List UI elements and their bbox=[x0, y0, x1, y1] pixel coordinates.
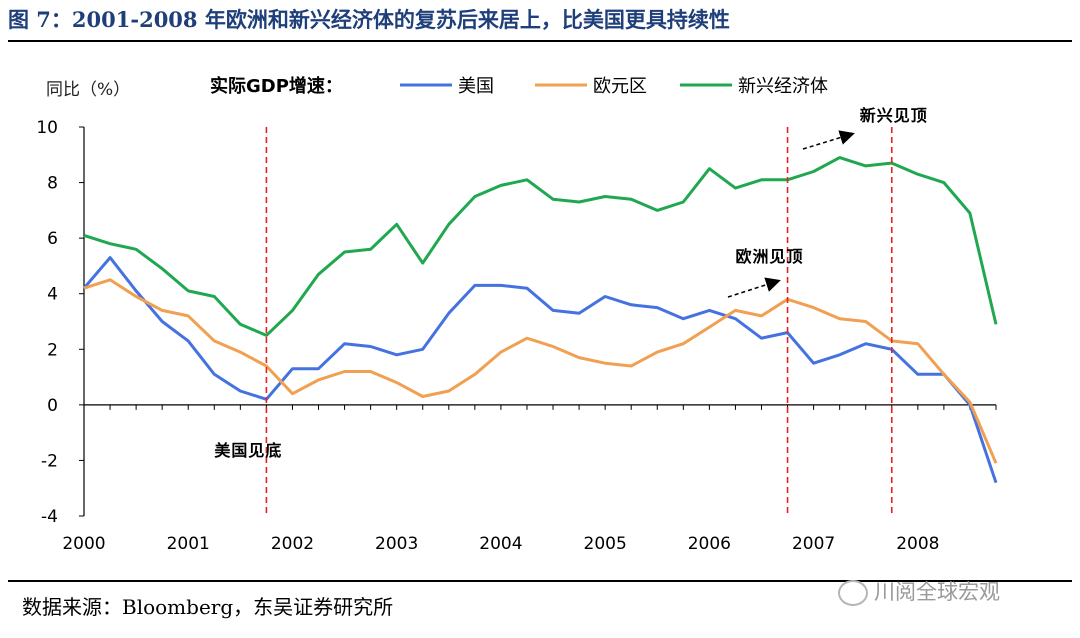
reference-label: 新兴见顶 bbox=[860, 106, 928, 125]
series-line-euro bbox=[83, 278, 998, 464]
axes: -4 -2 0 2 4 6 8 10 2000 2001 2002 2003 2004 2005 2006 2… bbox=[36, 80, 997, 554]
gdp-growth-chart: -4 -2 0 2 4 6 8 10 2000 2001 2002 2003 2004 2005 2006 2… bbox=[36, 75, 998, 554]
y-tick-label: 2 bbox=[47, 340, 58, 360]
legend-label-us: 美国 bbox=[458, 76, 494, 97]
legend-title: 实际GDP增速： bbox=[210, 75, 343, 97]
y-tick-label: 8 bbox=[47, 174, 58, 194]
wechat-icon bbox=[838, 580, 868, 606]
series-line-emerging bbox=[83, 156, 998, 337]
series-line-us bbox=[82, 256, 998, 484]
annotation-arrow bbox=[802, 130, 855, 150]
x-tick-label: 2003 bbox=[375, 534, 418, 554]
annotation-arrow bbox=[727, 277, 781, 298]
watermark: 川阅全球宏观 bbox=[838, 576, 1000, 606]
x-tick-label: 2004 bbox=[479, 534, 522, 554]
legend-label-euro: 欧元区 bbox=[593, 76, 647, 97]
x-tick-label: 2002 bbox=[271, 534, 314, 554]
reference-lines: 美国见底 欧洲见顶 新兴见顶 bbox=[214, 106, 927, 516]
x-tick-label: 2001 bbox=[167, 534, 210, 554]
reference-label: 欧洲见顶 bbox=[736, 247, 804, 266]
y-tick-label: 10 bbox=[36, 118, 58, 138]
x-tick-label: 2005 bbox=[584, 534, 627, 554]
watermark-text: 川阅全球宏观 bbox=[874, 580, 1000, 604]
series-lines bbox=[82, 156, 998, 484]
x-tick-label: 2008 bbox=[896, 534, 939, 554]
y-axis-label: 同比（%） bbox=[46, 80, 130, 100]
y-tick-label: -4 bbox=[41, 507, 58, 527]
chart-title: 图 7：2001-2008 年欧洲和新兴经济体的复苏后来居上，比美国更具持续性 bbox=[8, 7, 730, 32]
x-tick-label: 2000 bbox=[62, 534, 105, 554]
y-tick-label: 6 bbox=[47, 229, 58, 249]
x-tick-label: 2007 bbox=[792, 534, 835, 554]
reference-label: 美国见底 bbox=[214, 441, 282, 460]
top-rule bbox=[8, 40, 1072, 42]
y-tick-label: -2 bbox=[41, 451, 58, 471]
x-tick-label: 2006 bbox=[688, 534, 731, 554]
legend: 实际GDP增速： 美国 欧元区 新兴经济体 bbox=[210, 75, 828, 97]
bottom-rule bbox=[8, 580, 1072, 582]
y-tick-label: 0 bbox=[47, 396, 58, 416]
source-note: 数据来源：Bloomberg，东吴证券研究所 bbox=[22, 595, 394, 619]
legend-label-emerging: 新兴经济体 bbox=[738, 76, 828, 97]
y-tick-label: 4 bbox=[47, 285, 58, 305]
